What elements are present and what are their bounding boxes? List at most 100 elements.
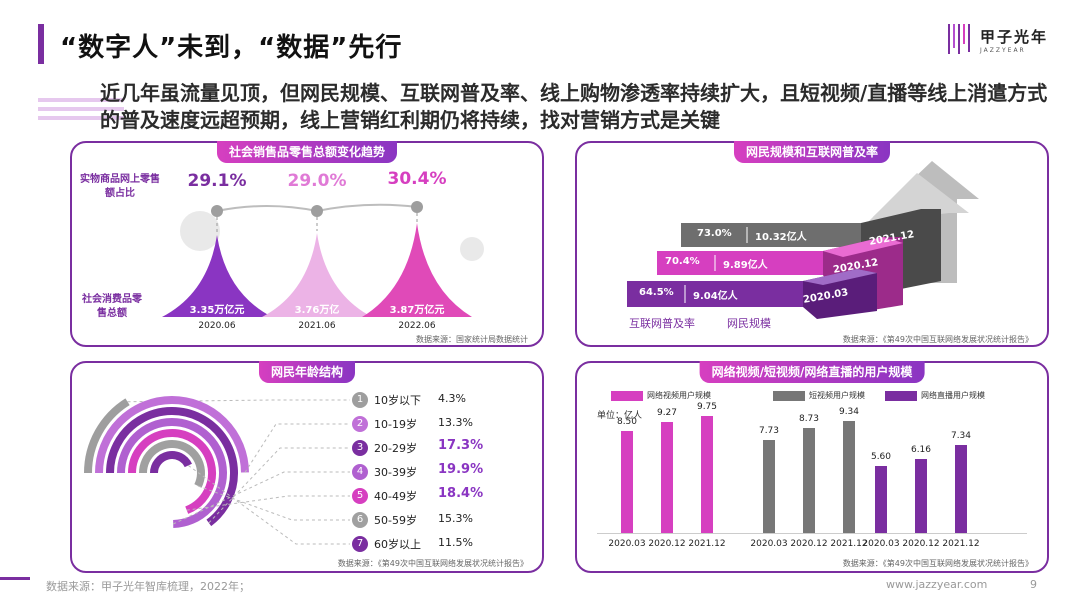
age-ring-3 xyxy=(106,407,238,527)
scale-2020-03: 9.04亿人 xyxy=(693,291,738,302)
bar-category-label: 2020.03 xyxy=(750,539,788,549)
bar-value-label: 9.27 xyxy=(656,407,678,418)
cone-2021 xyxy=(262,233,372,317)
video-source: 数据来源：《第49次中国互联网络发展状况统计报告》 xyxy=(842,559,1033,568)
bar xyxy=(621,431,633,533)
bar-category-label: 2020.03 xyxy=(608,539,646,549)
footer-source: 数据来源：甲子光年智库梳理，2022年； xyxy=(46,580,250,593)
retail-date-2021: 2021.06 xyxy=(298,321,336,331)
retail-panel-title: 社会销售品零售总额变化趋势 xyxy=(216,141,398,163)
legend-rate: 互联网普及率 xyxy=(629,317,695,330)
age-label: 20-29岁 xyxy=(374,442,417,455)
growth-arrow-top xyxy=(867,173,969,223)
cone-2022 xyxy=(362,223,472,317)
netizen-panel: 网民规模和互联网普及率 73.0% 10.32亿人 2021.12 70.4% … xyxy=(575,141,1049,347)
netizen-steps-graphic xyxy=(627,161,979,319)
age-ring-1 xyxy=(84,398,130,474)
bar-value-label: 5.60 xyxy=(870,451,892,462)
age-pct: 11.5% xyxy=(438,536,473,549)
retail-value-2022: 3.87万亿元 xyxy=(389,305,445,316)
retail-panel: 社会销售品零售总额变化趋势 实物商品网上零售额占比 社会消费品零售总额 29.1… xyxy=(70,141,544,347)
age-source: 数据来源：《第49次中国互联网络发展状况统计报告》 xyxy=(337,559,528,568)
bar-value-label: 9.34 xyxy=(838,406,860,417)
age-connector xyxy=(244,423,350,473)
bar xyxy=(763,440,775,533)
bar xyxy=(843,420,855,533)
legend-live: 网络直播用户规模 xyxy=(921,391,985,400)
trend-point xyxy=(311,205,323,217)
legend-swatch-live xyxy=(885,391,917,401)
bar-value-label: 8.50 xyxy=(616,417,638,427)
online-share-label: 实物商品网上零售额占比 xyxy=(80,174,160,199)
age-ring-5 xyxy=(128,429,216,514)
footer-url[interactable]: www.jazzyear.com xyxy=(886,578,988,591)
x-axis xyxy=(597,533,1027,534)
age-ring-4 xyxy=(117,418,227,528)
bar-category-label: 2021.12 xyxy=(688,539,726,549)
bar xyxy=(955,444,967,533)
brand-logo: 甲子光年 JAZZYEAR xyxy=(946,22,1056,62)
page-number: 9 xyxy=(1030,578,1037,591)
retail-source: 数据来源：国家统计局数据统计 xyxy=(416,335,528,344)
bar-category-label: 2021.12 xyxy=(942,539,980,549)
bar xyxy=(701,416,713,533)
age-connector xyxy=(186,495,350,511)
age-label: 50-59岁 xyxy=(374,514,417,527)
legend-scale: 网民规模 xyxy=(727,317,771,330)
brand-sub: JAZZYEAR xyxy=(980,47,1026,54)
age-num: 3 xyxy=(352,440,368,456)
legend-short: 短视频用户规模 xyxy=(809,391,865,400)
retail-cones-graphic xyxy=(162,201,484,317)
retail-pct-2021: 29.0% xyxy=(287,171,347,191)
retail-date-2022: 2022.06 xyxy=(398,321,436,331)
cone-2020 xyxy=(162,235,272,317)
age-panel-title: 网民年龄结构 xyxy=(258,361,356,383)
age-pct: 18.4% xyxy=(438,486,484,501)
age-pct: 13.3% xyxy=(438,416,473,429)
age-connector xyxy=(208,447,350,524)
age-row: 7 60岁以上 11.5% xyxy=(352,535,512,553)
bar-category-label: 2020.12 xyxy=(648,539,686,549)
netizen-source: 数据来源：《第49次中国互联网络发展状况统计报告》 xyxy=(842,335,1033,344)
rate-2020-03: 64.5% xyxy=(639,287,674,298)
rate-2020-12: 70.4% xyxy=(665,256,700,267)
bar-value-label: 6.16 xyxy=(910,445,932,456)
retail-value-2020: 3.35万亿元 xyxy=(189,305,245,316)
age-ring-6 xyxy=(139,440,205,488)
age-num: 4 xyxy=(352,464,368,480)
age-row: 1 10岁以下 4.3% xyxy=(352,391,512,409)
age-label: 10-19岁 xyxy=(374,418,417,431)
block-top-2020-12 xyxy=(823,237,903,257)
bar-value-label: 7.34 xyxy=(950,430,972,441)
age-label: 10岁以下 xyxy=(374,394,421,407)
legend-swatch-short xyxy=(773,391,805,401)
age-ring-7 xyxy=(150,451,192,474)
bar-2021 xyxy=(681,223,881,247)
retail-total-label: 社会消费品零售总额 xyxy=(82,294,142,319)
age-pct: 4.3% xyxy=(438,392,466,405)
age-pct: 15.3% xyxy=(438,512,473,525)
retail-date-2020: 2020.06 xyxy=(198,321,236,331)
bar-category-label: 2020.12 xyxy=(902,539,940,549)
block-top-2020-03 xyxy=(803,269,877,285)
bar xyxy=(661,421,673,533)
jazzyear-logo-icon xyxy=(948,24,970,54)
age-num: 6 xyxy=(352,512,368,528)
scale-2020-12: 9.89亿人 xyxy=(723,260,768,271)
bar-category-label: 2021.12 xyxy=(830,539,868,549)
bar-value-label: 8.73 xyxy=(798,414,820,425)
bar xyxy=(915,459,927,533)
age-num: 2 xyxy=(352,416,368,432)
legend-video: 网络视频用户规模 xyxy=(647,391,711,400)
age-pct: 19.9% xyxy=(438,462,484,477)
age-rings-graphic xyxy=(84,396,350,545)
bar-value-label: 7.73 xyxy=(758,426,780,437)
age-pct: 17.3% xyxy=(438,438,484,453)
rate-2021: 73.0% xyxy=(697,228,732,239)
bar xyxy=(875,465,887,533)
chart-unit: 单位：亿人 xyxy=(597,411,643,421)
video-panel-title: 网络视频/短视频/网络直播的用户规模 xyxy=(699,361,925,383)
retail-pct-2022: 30.4% xyxy=(387,169,447,189)
age-row: 6 50-59岁 15.3% xyxy=(352,511,512,529)
age-num: 5 xyxy=(352,488,368,504)
